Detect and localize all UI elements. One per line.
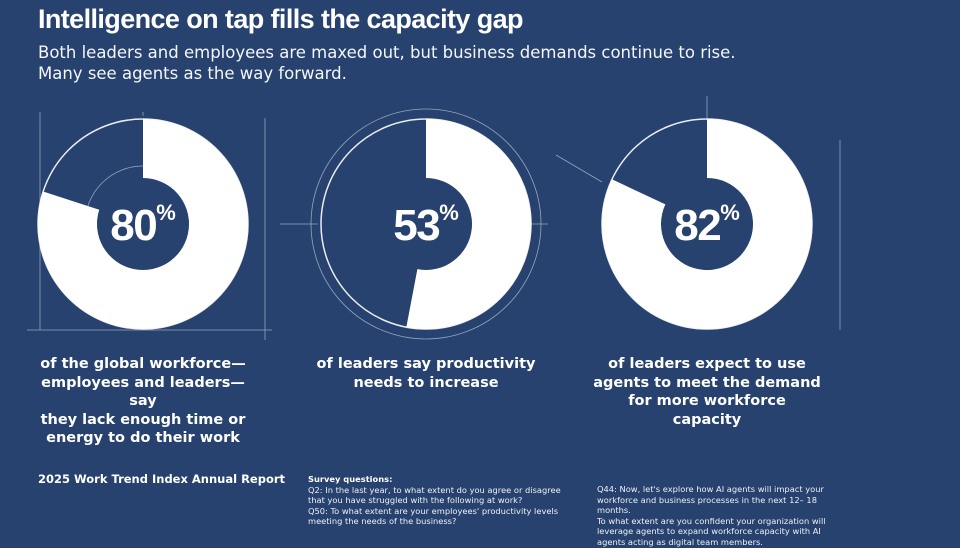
survey-question-q50: Q50: To what extent are your employees' … — [308, 505, 559, 527]
caption-line: energy to do their work — [46, 430, 240, 446]
subtitle-line-2: Many see agents as the way forward. — [38, 64, 347, 83]
survey-heading: Survey questions: — [308, 474, 393, 484]
survey-question-q44: Q44: Now, let's explore how AI agents wi… — [597, 484, 837, 548]
donut-value-arc — [602, 119, 812, 329]
survey-question-q2: Q2: In the last year, to what extent do … — [308, 484, 561, 506]
donut-chart-2: 53% — [320, 118, 532, 330]
donut-caption-1: of the global workforce— employees and l… — [28, 355, 258, 448]
caption-line: needs to increase — [353, 374, 499, 391]
donut-chart-3: 82% — [601, 118, 813, 330]
caption-line: of the global workforce— — [40, 356, 246, 372]
caption-line: for more workforce capacity — [628, 393, 786, 428]
caption-line: agents to meet the demand — [593, 374, 821, 391]
donut-value-arc — [38, 119, 249, 329]
caption-line: they lack enough time or — [40, 411, 246, 428]
guide-circle — [310, 108, 542, 340]
donut-chart-1: 80% — [37, 118, 249, 330]
report-name: 2025 Work Trend Index Annual Report — [38, 472, 286, 486]
caption-line: of leaders expect to use — [608, 356, 806, 372]
q44-line-2: To what extent are you confident your or… — [597, 515, 826, 547]
q44-line-1: Q44: Now, let's explore how AI agents wi… — [597, 484, 824, 516]
caption-line: of leaders say productivity — [316, 356, 536, 372]
donut-caption-3: of leaders expect to use agents to meet … — [592, 355, 822, 429]
donut-percent-label: 80% — [110, 200, 176, 250]
caption-line: employees and leaders—say — [41, 374, 245, 410]
donut-caption-2: of leaders say productivity needs to inc… — [311, 355, 541, 392]
page-subtitle: Both leaders and employees are maxed out… — [38, 42, 798, 84]
donut-percent-label: 82% — [674, 200, 740, 250]
subtitle-line-1: Both leaders and employees are maxed out… — [38, 43, 736, 62]
survey-questions: Survey questions: Q2: In the last year, … — [308, 474, 570, 527]
donut-percent-label: 53% — [393, 200, 459, 250]
donut-value-arc — [406, 119, 531, 329]
page-title: Intelligence on tap fills the capacity g… — [38, 4, 524, 34]
guide-line — [555, 154, 603, 183]
